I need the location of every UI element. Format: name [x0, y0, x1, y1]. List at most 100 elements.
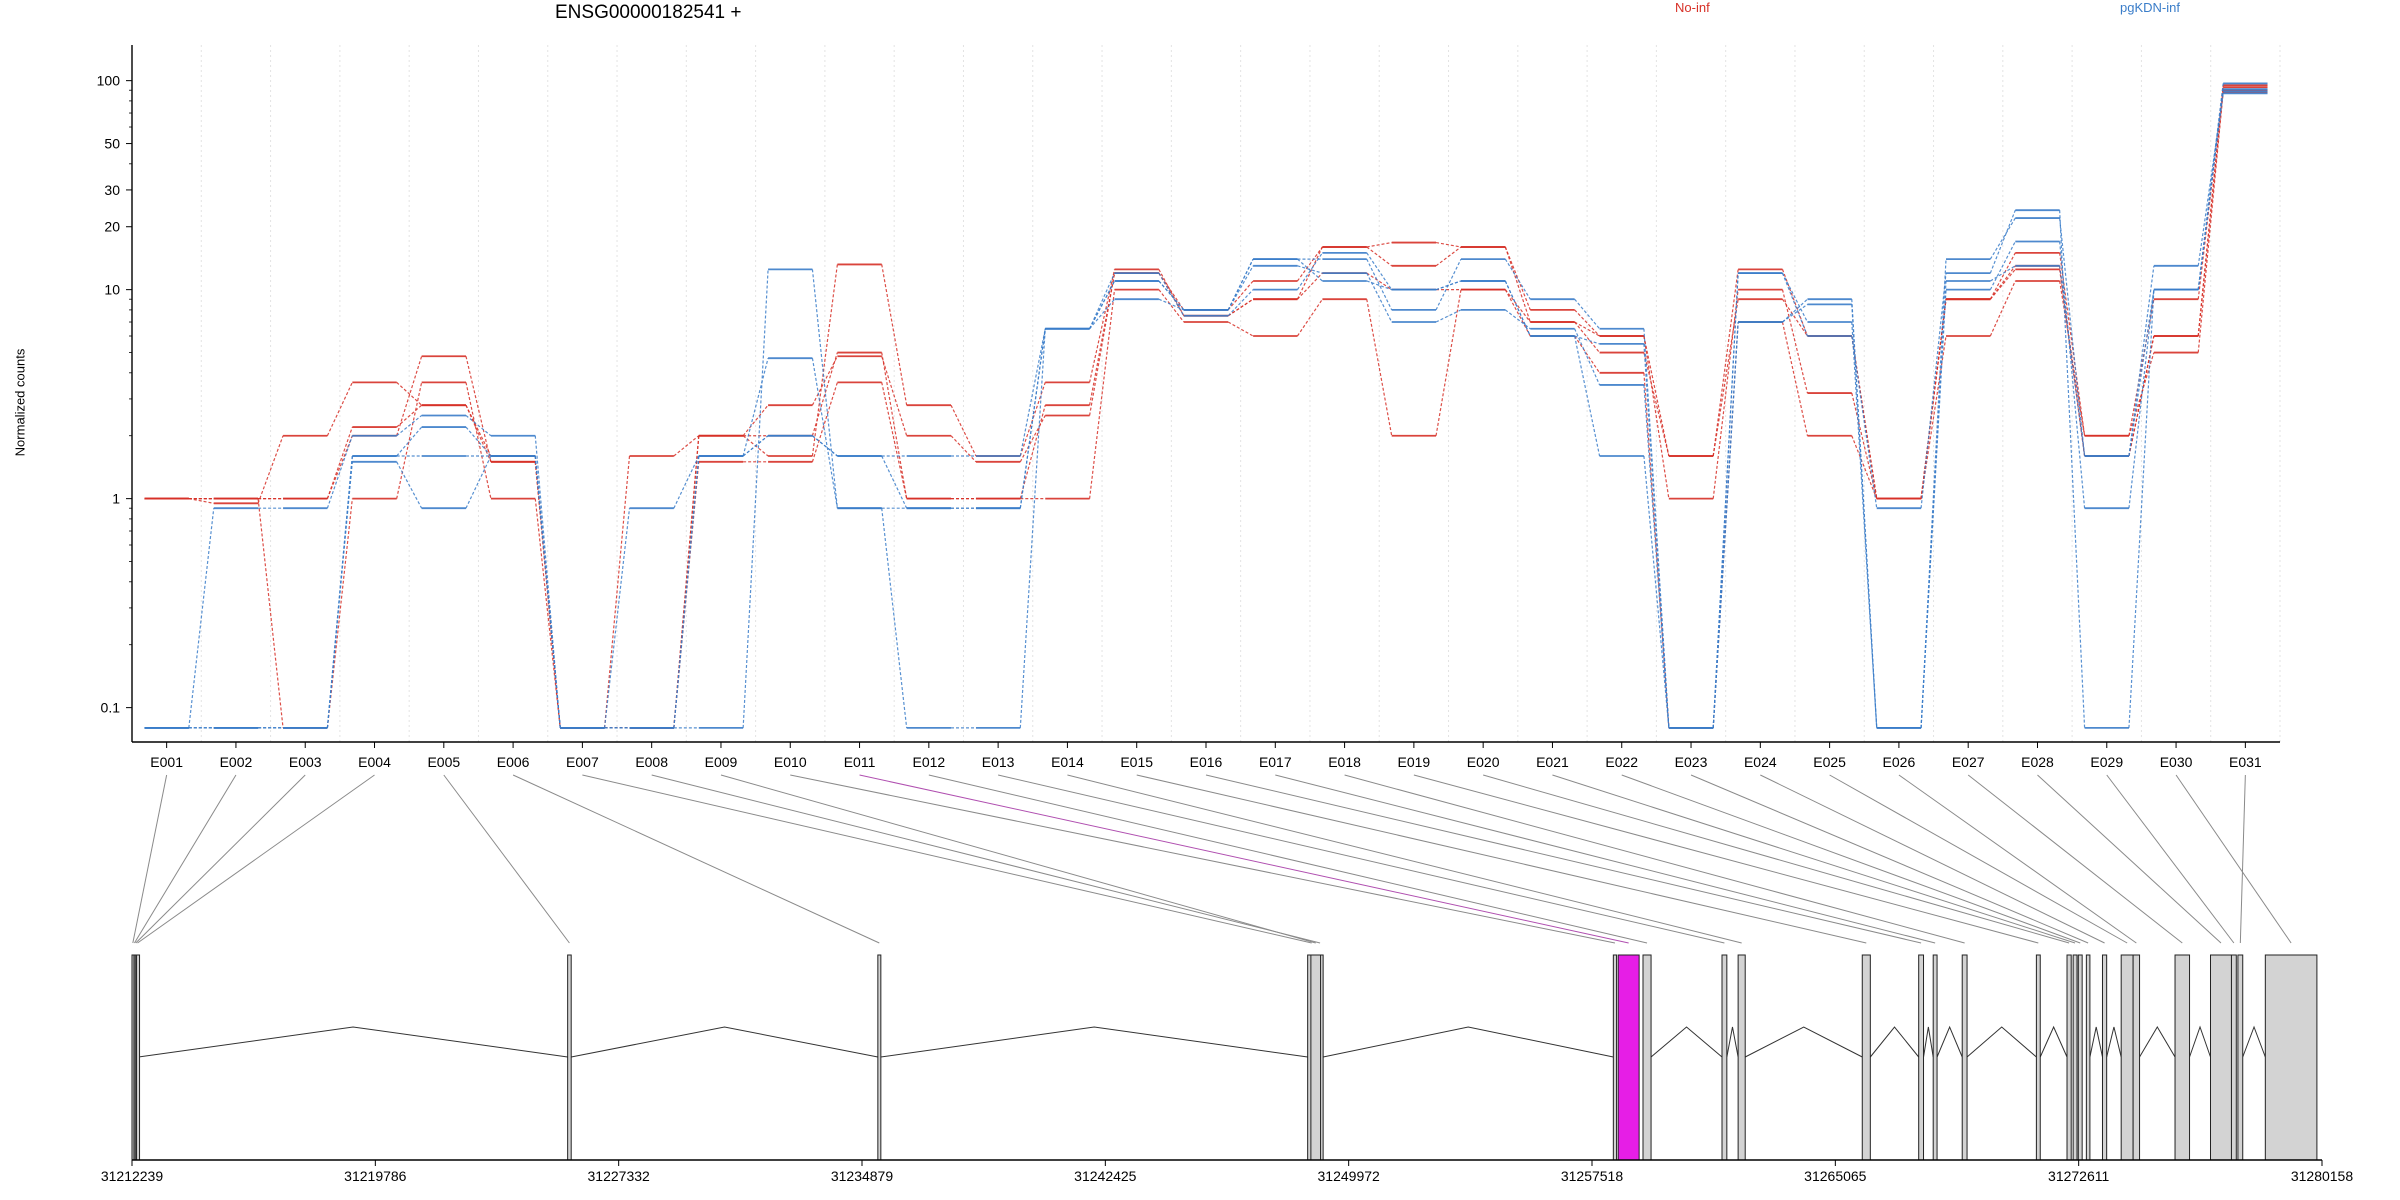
x-tick-label: E031 [2229, 754, 2262, 770]
y-tick-label: 20 [104, 219, 120, 235]
gene-axis-tick-label: 31219786 [344, 1168, 407, 1184]
gene-axis-tick-label: 31227332 [588, 1168, 651, 1184]
series-connector [465, 404, 492, 457]
exon-box [1721, 954, 1728, 1161]
series-connector [811, 355, 838, 406]
exon-connector [1760, 774, 2105, 944]
series-connector [1989, 241, 2016, 290]
series-connector [1158, 269, 1185, 317]
x-tick-label: E015 [1120, 754, 1153, 770]
exon-connector [859, 774, 1629, 944]
series-pgKDN-inf-5 [144, 92, 2268, 729]
series-connector [534, 498, 561, 728]
exon-connector [651, 774, 1321, 944]
y-tick-label: 10 [104, 282, 120, 298]
exon-box [567, 954, 572, 1161]
series-connector [1227, 289, 1254, 317]
series-connector [1920, 259, 1947, 728]
series-connector [465, 356, 492, 462]
series-connector [742, 269, 769, 728]
exon-connector [1275, 774, 1936, 944]
exon-connector [582, 774, 1312, 944]
series-connector [326, 498, 353, 728]
series-connector [1366, 299, 1393, 436]
intron-line [2189, 1025, 2211, 1058]
series-connector [1227, 265, 1254, 311]
exon-box [877, 954, 882, 1161]
x-tick-label: E017 [1259, 754, 1292, 770]
series-connector [396, 426, 423, 457]
x-tick-label: E013 [982, 754, 1015, 770]
x-tick-label: E005 [427, 754, 460, 770]
exon-connector [1690, 774, 2089, 944]
series-connector [1574, 321, 1601, 353]
series-connector [1782, 303, 1808, 323]
intron-line [571, 1026, 878, 1058]
exon-box [2035, 954, 2041, 1161]
series-connector [1504, 246, 1531, 311]
x-tick-label: E022 [1605, 754, 1638, 770]
exon-box [1310, 954, 1322, 1161]
gene-axis-tick-label: 31249972 [1318, 1168, 1381, 1184]
series-connector [465, 404, 492, 463]
series-connector [881, 508, 908, 728]
series-connector [257, 435, 284, 504]
series-connector [811, 382, 838, 463]
x-tick-label: E002 [220, 754, 253, 770]
exon-connector [1967, 774, 2183, 944]
series-connector [1435, 280, 1462, 291]
exon-connector [1483, 774, 2070, 944]
series-connector [1989, 252, 2016, 300]
series-connector [1019, 328, 1046, 728]
series-connector [1504, 289, 1531, 337]
series-connector [1019, 328, 1046, 457]
exon-connector [132, 774, 168, 944]
series-connector [1851, 304, 1878, 728]
series-connector [465, 415, 492, 437]
series-connector [1781, 298, 1808, 337]
series-connector [812, 435, 838, 457]
series-connector [950, 435, 977, 463]
intron-line [1650, 1026, 1723, 1058]
series-connector [1782, 298, 1808, 323]
series-No-inf-1 [144, 91, 2268, 729]
x-tick-label: E001 [150, 754, 183, 770]
series-connector [2059, 265, 2086, 457]
series-connector [1435, 258, 1462, 311]
series-connector [1227, 321, 1254, 337]
exon-connector [137, 774, 375, 944]
series-connector [1366, 241, 1392, 248]
series-connector [1643, 335, 1670, 499]
series-connector [1851, 435, 1878, 499]
exon-box [1642, 954, 1652, 1161]
intron-line [2039, 1025, 2068, 1058]
series-connector [1089, 272, 1116, 329]
x-tick-label: E026 [1883, 754, 1916, 770]
series-connector [603, 508, 631, 728]
x-tick-label: E003 [289, 754, 322, 770]
exon-box [2264, 954, 2318, 1161]
series-connector [1712, 273, 1739, 728]
series-connector [1366, 252, 1393, 290]
series-connector [534, 455, 561, 728]
series-connector [326, 426, 353, 499]
exon-connector [1136, 774, 1867, 944]
exon-box [2077, 954, 2083, 1161]
gene-axis-tick-label: 31212239 [101, 1168, 164, 1184]
exon-connector [1413, 774, 2039, 944]
series-connector [1989, 217, 2016, 260]
series-connector [1574, 335, 1601, 374]
series-connector [1574, 335, 1601, 457]
series-connector [1158, 289, 1185, 323]
gene-axis-tick-label: 31234879 [831, 1168, 894, 1184]
exon-connector [443, 774, 570, 944]
series-connector [603, 455, 631, 728]
exon-box [2066, 954, 2072, 1161]
exon-box [2230, 954, 2237, 1161]
series-connector [534, 435, 561, 728]
x-tick-label: E009 [705, 754, 738, 770]
exon-connector [928, 774, 1648, 944]
x-tick-label: E023 [1675, 754, 1708, 770]
exon-connector [1344, 774, 1965, 944]
